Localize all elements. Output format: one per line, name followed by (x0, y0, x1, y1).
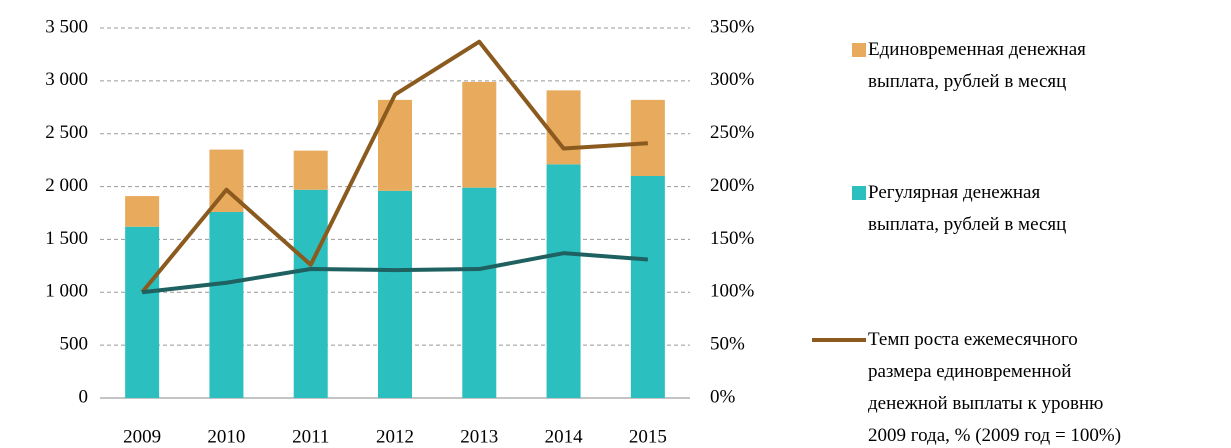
legend-swatch (852, 43, 866, 57)
x-tick-label: 2009 (123, 426, 161, 447)
y2-tick-label: 0% (710, 386, 736, 407)
legend-label: Единовременная денежная выплата, рублей … (868, 39, 1086, 92)
y2-tick-label: 50% (710, 334, 745, 355)
x-tick-label: 2015 (629, 426, 667, 447)
legend-label: Темп роста ежемесячного размера единовре… (868, 329, 1122, 446)
y2-tick-label: 350% (710, 16, 755, 37)
y-tick-label: 0 (79, 386, 89, 407)
y-tick-label: 1 000 (45, 281, 88, 302)
legend-swatch (852, 186, 866, 200)
bar (546, 90, 581, 165)
y2-tick-label: 200% (710, 175, 755, 196)
bar (209, 211, 244, 398)
line (140, 39, 648, 294)
bar (630, 176, 665, 398)
bar (293, 150, 328, 190)
bar (378, 190, 412, 398)
y2-tick-label: 250% (710, 122, 755, 143)
y2-tick-label: 100% (710, 281, 755, 302)
bar (378, 99, 412, 191)
x-tick-label: 2011 (292, 426, 329, 447)
x-tick-label: 2014 (545, 426, 584, 447)
y-tick-label: 2 000 (45, 175, 88, 196)
x-tick-label: 2010 (207, 426, 245, 447)
y2-tick-label: 300% (710, 69, 755, 90)
y-tick-label: 1 500 (45, 228, 88, 249)
line (141, 251, 649, 295)
legend-label: Регулярная денежная выплата, рублей в ме… (868, 182, 1067, 235)
y2-tick-label: 150% (710, 228, 755, 249)
bar (462, 81, 497, 188)
y-tick-label: 2 500 (45, 122, 88, 143)
bar (125, 226, 160, 398)
y-tick-label: 3 500 (45, 16, 88, 37)
bar (125, 196, 160, 227)
x-tick-label: 2012 (376, 426, 414, 447)
bar (293, 189, 328, 398)
x-tick-label: 2013 (460, 426, 498, 447)
bar (462, 187, 497, 398)
y-tick-label: 500 (60, 334, 89, 355)
y-tick-label: 3 000 (45, 69, 88, 90)
bar (546, 164, 581, 398)
bar (630, 99, 665, 176)
